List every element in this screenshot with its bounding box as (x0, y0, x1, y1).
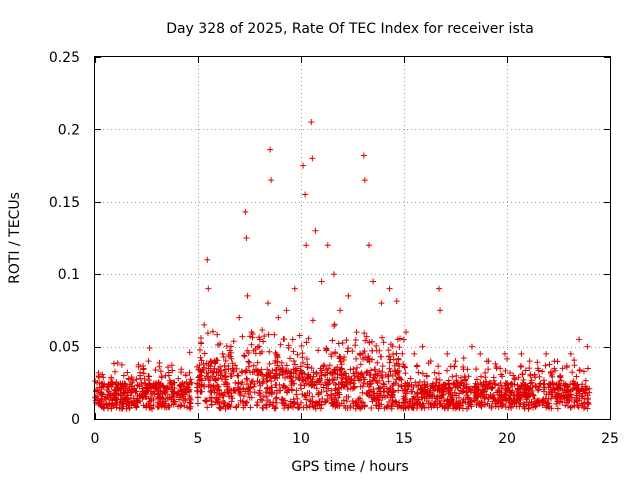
axis-ticks (95, 57, 611, 420)
data-point (360, 152, 367, 159)
data-point (361, 177, 368, 184)
data-point (460, 355, 467, 362)
data-point (337, 307, 344, 314)
data-point (559, 365, 566, 372)
data-point (145, 358, 152, 365)
x-tick-label: 25 (601, 431, 619, 447)
data-point (275, 314, 282, 321)
data-point (437, 307, 444, 314)
y-tick-label: 0.25 (49, 50, 80, 66)
data-point (365, 242, 372, 249)
data-point (477, 350, 484, 357)
data-point (312, 227, 319, 234)
chart-title: Day 328 of 2025, Rate Of TEC Index for r… (166, 21, 534, 37)
x-tick-label: 15 (395, 431, 413, 447)
data-point (567, 350, 574, 357)
data-point (378, 300, 385, 307)
data-point (452, 358, 459, 365)
data-point (353, 329, 360, 336)
data-point (510, 372, 517, 379)
data-point (265, 300, 272, 307)
y-tick-label: 0.1 (58, 267, 80, 283)
data-point (543, 350, 550, 357)
data-point (330, 271, 337, 278)
data-point (186, 349, 193, 356)
data-point (411, 350, 418, 357)
data-point (268, 177, 275, 184)
data-point (204, 256, 211, 263)
data-point (403, 329, 410, 336)
data-point (318, 278, 325, 285)
data-point (242, 208, 249, 215)
data-point (201, 321, 208, 328)
data-point (205, 285, 212, 292)
data-point (576, 336, 583, 343)
x-tick-label: 5 (194, 431, 203, 447)
data-point (303, 242, 310, 249)
y-tick-label: 0.15 (49, 195, 80, 211)
data-point (468, 343, 475, 350)
x-axis-label: GPS time / hours (291, 459, 408, 475)
data-point (302, 191, 309, 198)
x-tick-label: 10 (292, 431, 310, 447)
data-point (291, 285, 298, 292)
data-point (283, 307, 290, 314)
data-point (436, 285, 443, 292)
x-tick-labels: 0 5 10 15 20 25 (91, 431, 619, 447)
y-tick-labels: 0 0.05 0.1 0.15 0.2 0.25 (49, 50, 80, 428)
plot-frame (94, 56, 611, 420)
data-point (526, 358, 533, 365)
data-point (309, 155, 316, 162)
data-point (243, 235, 250, 241)
data-point (324, 242, 331, 249)
data-point (386, 285, 393, 292)
data-point (244, 292, 251, 299)
y-tick-label: 0.2 (58, 122, 80, 138)
data-point (370, 278, 377, 285)
data-point (584, 343, 591, 350)
data-point (300, 162, 307, 169)
y-axis-label: ROTI / TECUs (7, 192, 23, 284)
data-point (267, 146, 274, 153)
data-point (162, 389, 169, 396)
data-point (146, 345, 153, 352)
data-point (419, 343, 426, 350)
data-point (219, 350, 226, 357)
data-point (345, 292, 352, 299)
x-tick-label: 0 (91, 431, 100, 447)
grid-lines (95, 57, 610, 419)
data-points (92, 119, 593, 412)
data-point (236, 314, 243, 321)
data-point (518, 350, 525, 357)
data-point (120, 372, 127, 379)
data-point-cloud (92, 298, 593, 412)
y-tick-label: 0 (71, 412, 80, 428)
data-point (501, 350, 508, 357)
data-point (308, 119, 315, 126)
data-point (444, 350, 451, 357)
y-tick-label: 0.05 (49, 340, 80, 356)
x-tick-label: 20 (498, 431, 516, 447)
